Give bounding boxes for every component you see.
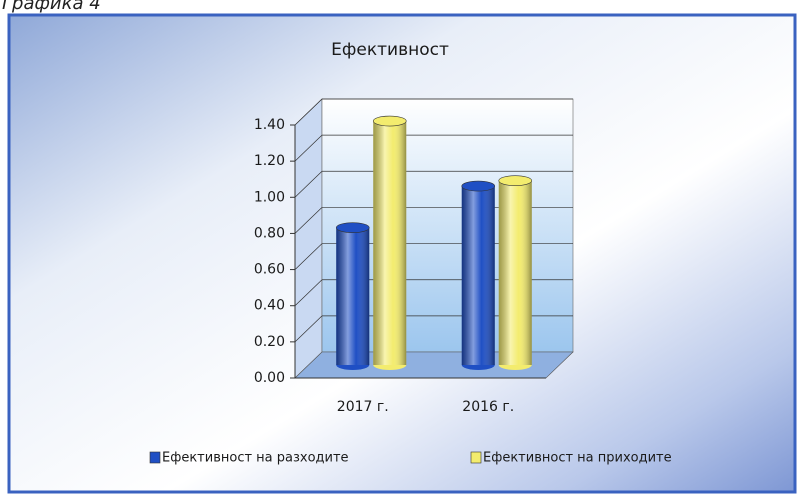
y-tick-label: 0.80 xyxy=(254,225,285,241)
grid-line xyxy=(294,243,323,270)
grid-line xyxy=(294,315,323,343)
grid-line xyxy=(294,171,323,198)
y-tick-label: 1.40 xyxy=(254,117,285,133)
bar-cap xyxy=(372,115,407,127)
side-wall xyxy=(294,98,323,379)
bar-shade xyxy=(373,121,407,366)
bar-cap xyxy=(498,175,533,186)
bar-cap xyxy=(461,180,496,192)
y-tick-label: 0.20 xyxy=(254,334,285,350)
bar-shade xyxy=(336,227,370,365)
legend-swatch xyxy=(470,451,482,464)
y-tick-label: 1.20 xyxy=(254,153,285,169)
caption: Графика 4 xyxy=(2,0,101,14)
grid-line xyxy=(294,207,323,234)
grid-line xyxy=(294,134,323,162)
grid-line xyxy=(294,98,323,126)
legend-swatch xyxy=(149,451,161,464)
legend-label: Ефективност на разходите xyxy=(162,451,349,466)
legend-label: Ефективност на приходите xyxy=(483,451,672,466)
x-tick-label: 2017 г. xyxy=(337,399,389,415)
x-tick-label: 2016 г. xyxy=(462,399,514,415)
grid-line xyxy=(294,279,323,306)
chart-title: Ефективност xyxy=(331,40,449,60)
y-tick-label: 1.00 xyxy=(254,189,285,205)
y-tick-label: 0.40 xyxy=(254,298,285,314)
bar-cap xyxy=(335,222,370,233)
y-tick-label: 0.00 xyxy=(254,370,285,386)
bar-shade xyxy=(461,186,495,365)
bar-shade xyxy=(498,180,532,365)
y-tick-label: 0.60 xyxy=(254,262,285,278)
